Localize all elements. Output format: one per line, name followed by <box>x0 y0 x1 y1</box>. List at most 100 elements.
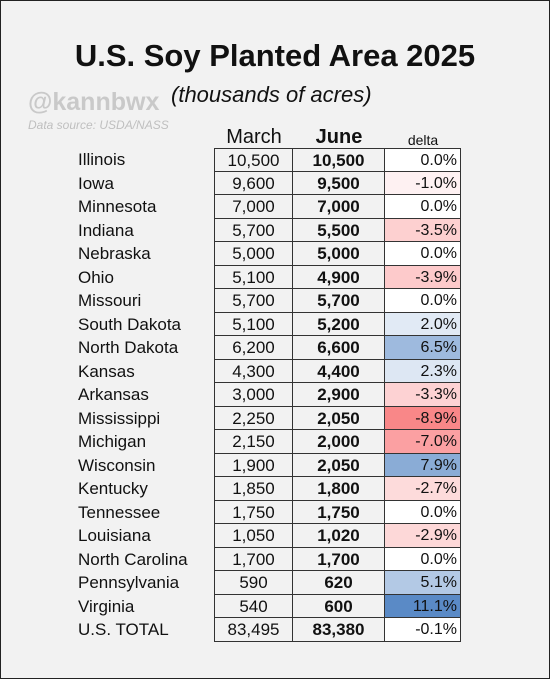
table-row: Arkansas 3,000 2,900 -3.3% <box>0 383 550 407</box>
delta-value: -8.9% <box>385 406 461 430</box>
table-row: Louisiana 1,050 1,020 -2.9% <box>0 524 550 548</box>
delta-value: 6.5% <box>385 336 461 360</box>
state-label: Arkansas <box>78 385 149 404</box>
june-value: 2,000 <box>293 430 385 454</box>
delta-value: 0.0% <box>385 242 461 266</box>
table-row: Indiana 5,700 5,500 -3.5% <box>0 218 550 242</box>
june-value: 1,700 <box>293 547 385 571</box>
delta-value: 0.0% <box>385 289 461 313</box>
column-header-delta: delta <box>407 132 439 148</box>
june-value: 7,000 <box>293 195 385 219</box>
delta-value: 7.9% <box>385 453 461 477</box>
state-label: Wisconsin <box>78 455 156 475</box>
delta-value: 5.1% <box>385 571 461 595</box>
author-handle: @kannbwx <box>28 88 160 116</box>
june-value: 620 <box>293 571 385 595</box>
state-label: Louisiana <box>78 526 151 545</box>
delta-value: 0.0% <box>385 500 461 524</box>
june-value: 5,500 <box>293 218 385 242</box>
june-value: 4,400 <box>293 359 385 383</box>
march-value: 83,495 <box>214 618 293 642</box>
state-label: North Carolina <box>78 549 188 569</box>
state-label: U.S. TOTAL <box>78 620 169 639</box>
state-label: Indiana <box>78 220 134 240</box>
march-value: 5,700 <box>214 218 293 242</box>
column-header-june: June <box>315 126 363 148</box>
state-label: Mississippi <box>78 408 161 428</box>
table-row: Michigan 2,150 2,000 -7.0% <box>0 430 550 454</box>
state-label: Virginia <box>78 596 135 616</box>
march-value: 1,050 <box>214 524 293 548</box>
delta-value: -2.7% <box>385 477 461 501</box>
march-value: 1,700 <box>214 547 293 571</box>
june-value: 4,900 <box>293 265 385 289</box>
delta-value: -3.9% <box>385 265 461 289</box>
table-row: South Dakota 5,100 5,200 2.0% <box>0 312 550 336</box>
delta-value: 2.3% <box>385 359 461 383</box>
delta-value: -2.9% <box>385 524 461 548</box>
june-value: 2,050 <box>293 406 385 430</box>
delta-value: -1.0% <box>385 171 461 195</box>
state-label: South Dakota <box>78 314 182 334</box>
state-label: North Dakota <box>78 338 179 357</box>
table-row: North Carolina 1,700 1,700 0.0% <box>0 547 550 571</box>
chart-subtitle: (thousands of acres) <box>171 82 372 107</box>
march-value: 2,250 <box>214 406 293 430</box>
delta-value: 2.0% <box>385 312 461 336</box>
march-value: 10,500 <box>214 148 293 172</box>
data-source-note: Data source: USDA/NASS <box>28 118 169 132</box>
march-value: 5,700 <box>214 289 293 313</box>
march-value: 5,000 <box>214 242 293 266</box>
march-value: 5,100 <box>214 265 293 289</box>
june-value: 5,200 <box>293 312 385 336</box>
table-row: Tennessee 1,750 1,750 0.0% <box>0 500 550 524</box>
table-row: Pennsylvania 590 620 5.1% <box>0 571 550 595</box>
march-value: 2,150 <box>214 430 293 454</box>
june-value: 6,600 <box>293 336 385 360</box>
table-row: Minnesota 7,000 7,000 0.0% <box>0 195 550 219</box>
table-row: Nebraska 5,000 5,000 0.0% <box>0 242 550 266</box>
delta-value: 0.0% <box>385 148 461 172</box>
table-row: Kentucky 1,850 1,800 -2.7% <box>0 477 550 501</box>
june-value: 83,380 <box>293 618 385 642</box>
june-value: 2,050 <box>293 453 385 477</box>
delta-value: 11.1% <box>385 594 461 618</box>
june-value: 5,000 <box>293 242 385 266</box>
table-row: Ohio 5,100 4,900 -3.9% <box>0 265 550 289</box>
state-label: Kansas <box>78 361 135 381</box>
march-value: 1,850 <box>214 477 293 501</box>
delta-value: 0.0% <box>385 195 461 219</box>
march-value: 7,000 <box>214 195 293 219</box>
state-label: Iowa <box>78 173 114 193</box>
march-value: 3,000 <box>214 383 293 407</box>
june-value: 10,500 <box>293 148 385 172</box>
table-row: Missouri 5,700 5,700 0.0% <box>0 289 550 313</box>
column-header-march: March <box>226 126 282 148</box>
march-value: 9,600 <box>214 171 293 195</box>
delta-value: -3.5% <box>385 218 461 242</box>
table-row: Mississippi 2,250 2,050 -8.9% <box>0 406 550 430</box>
march-value: 540 <box>214 594 293 618</box>
state-label: Kentucky <box>78 479 148 498</box>
state-label: Minnesota <box>78 197 157 216</box>
table-row: Illinois 10,500 10,500 0.0% <box>0 148 550 172</box>
chart-title: U.S. Soy Planted Area 2025 <box>74 38 476 73</box>
june-value: 1,020 <box>293 524 385 548</box>
march-value: 590 <box>214 571 293 595</box>
table-row: North Dakota 6,200 6,600 6.5% <box>0 336 550 360</box>
june-value: 600 <box>293 594 385 618</box>
delta-value: -7.0% <box>385 430 461 454</box>
delta-value: -0.1% <box>385 618 461 642</box>
delta-value: -3.3% <box>385 383 461 407</box>
june-value: 1,800 <box>293 477 385 501</box>
table-row: U.S. TOTAL 83,495 83,380 -0.1% <box>0 618 550 642</box>
state-label: Michigan <box>78 432 147 451</box>
june-value: 5,700 <box>293 289 385 313</box>
june-value: 9,500 <box>293 171 385 195</box>
march-value: 6,200 <box>214 336 293 360</box>
june-value: 2,900 <box>293 383 385 407</box>
state-label: Nebraska <box>78 244 151 263</box>
march-value: 4,300 <box>214 359 293 383</box>
delta-value: 0.0% <box>385 547 461 571</box>
state-label: Missouri <box>78 291 142 310</box>
